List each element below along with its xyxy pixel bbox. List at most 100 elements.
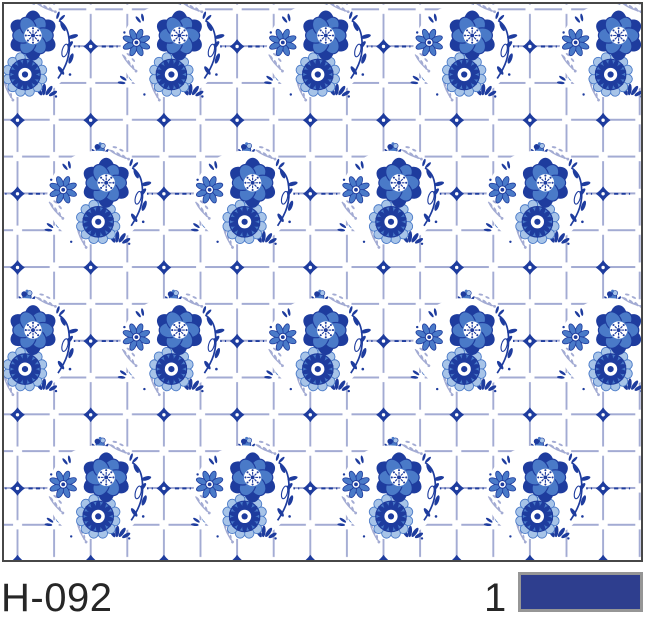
- rose-flower-motif: [10, 305, 56, 356]
- rosette-flower-motif: [442, 52, 487, 97]
- light-sprig-motif: [474, 293, 497, 308]
- light-sprig-motif: [108, 146, 131, 161]
- rosette-flower-motif: [222, 494, 267, 539]
- fabric-pattern-area: [2, 2, 643, 562]
- rosette-flower-motif: [368, 199, 414, 244]
- flower-cluster: [556, 293, 641, 397]
- leaf-branch-motif: [57, 19, 79, 79]
- tile-diamond-motif: [525, 554, 535, 560]
- rose-flower-motif: [230, 157, 276, 208]
- bud-motif: [238, 436, 256, 455]
- light-sprig-motif: [401, 146, 423, 161]
- rose-flower-motif: [522, 452, 568, 503]
- colorway-count: 1: [484, 576, 507, 617]
- rose-flower-motif: [10, 10, 56, 61]
- rosette-flower-motif: [588, 346, 633, 392]
- leaf-branch-motif: [130, 461, 152, 521]
- rosette-flower-motif: [149, 52, 194, 97]
- rose-flower-motif: [376, 157, 422, 208]
- flower-cluster: [190, 440, 298, 544]
- rosette-flower-motif: [76, 494, 121, 539]
- light-sprig-motif: [561, 347, 577, 368]
- rose-flower-motif: [230, 452, 276, 503]
- tile-diamond-motif: [83, 260, 99, 275]
- tile-diamond-motif: [10, 407, 25, 423]
- daisy-flower-motif: [49, 176, 77, 204]
- tile-diamond-motif: [598, 554, 608, 560]
- flower-cluster: [556, 4, 641, 102]
- light-sprig-motif: [414, 53, 431, 73]
- leaf-branch-motif: [276, 461, 298, 521]
- flower-cluster: [410, 293, 518, 397]
- daisy-flower-motif: [561, 28, 590, 57]
- light-sprig-motif: [181, 293, 204, 308]
- light-sprig-motif: [195, 200, 211, 220]
- light-sprig-motif: [121, 347, 138, 368]
- tile-diamond-motif: [449, 260, 465, 275]
- tile-diamond-motif: [229, 112, 245, 128]
- leaf-branch-motif: [423, 167, 445, 227]
- tile-diamond-motif: [4, 186, 45, 202]
- leaf-branch-motif: [350, 19, 371, 79]
- light-sprig-motif: [268, 347, 284, 368]
- flower-cluster: [4, 4, 79, 102]
- tile-diamond-motif: [10, 112, 25, 128]
- light-sprig-motif: [341, 200, 358, 220]
- leaf-branch-motif: [276, 167, 298, 227]
- tile-diamond-motif: [302, 112, 318, 128]
- tile-diamond-motif: [159, 554, 169, 560]
- rosette-flower-motif: [442, 346, 487, 392]
- rosette-flower-motif: [368, 494, 414, 539]
- flower-cluster: [44, 146, 152, 249]
- flower-cluster: [483, 440, 591, 544]
- leaf-branch-motif: [569, 167, 591, 227]
- tile-diamond-motif: [86, 554, 96, 560]
- tile-diamond-motif: [595, 260, 611, 275]
- light-sprig-motif: [341, 494, 358, 515]
- flower-cluster: [337, 440, 445, 544]
- flower-cluster: [483, 146, 591, 249]
- light-sprig-motif: [255, 440, 277, 456]
- tile-diamond-motif: [305, 554, 315, 560]
- rose-flower-motif: [156, 10, 202, 61]
- rose-flower-motif: [596, 305, 641, 356]
- tile-diamond-motif: [302, 260, 318, 275]
- tile-diamond-motif: [229, 407, 245, 423]
- tile-diamond-motif: [522, 407, 538, 423]
- rose-flower-motif: [449, 10, 495, 61]
- flower-cluster: [117, 293, 225, 397]
- flower-cluster: [264, 4, 371, 102]
- tile-diamond-motif: [156, 112, 172, 128]
- light-sprig-motif: [328, 4, 350, 14]
- light-sprig-motif: [621, 4, 641, 14]
- rose-flower-motif: [303, 10, 349, 61]
- tile-diamond-motif: [376, 112, 391, 128]
- flower-cluster: [190, 146, 298, 249]
- color-swatch: [518, 572, 643, 612]
- tile-diamond-motif: [302, 407, 318, 423]
- rose-flower-motif: [303, 305, 349, 356]
- floral-pattern-print: [4, 4, 641, 560]
- rosette-flower-motif: [515, 199, 560, 244]
- leaf-branch-motif: [203, 19, 225, 79]
- flower-cluster: [44, 440, 152, 544]
- leaf-branch-motif: [203, 314, 225, 374]
- tile-diamond-motif: [83, 407, 99, 423]
- tile-diamond-motif: [449, 407, 465, 423]
- daisy-flower-motif: [195, 470, 224, 499]
- rosette-flower-motif: [4, 52, 48, 97]
- daisy-flower-motif: [122, 28, 151, 57]
- rose-flower-motif: [522, 157, 568, 208]
- light-sprig-motif: [121, 53, 138, 73]
- tile-diamond-motif: [156, 407, 172, 423]
- daisy-flower-motif: [195, 176, 224, 204]
- rosette-flower-motif: [295, 52, 340, 97]
- light-sprig-motif: [255, 146, 277, 161]
- light-sprig-motif: [48, 200, 65, 220]
- light-sprig-motif: [414, 347, 431, 368]
- leaf-branch-motif: [130, 167, 152, 227]
- leaf-branch-motif: [496, 314, 518, 374]
- rosette-flower-motif: [295, 346, 340, 392]
- tile-diamond-motif: [595, 112, 611, 128]
